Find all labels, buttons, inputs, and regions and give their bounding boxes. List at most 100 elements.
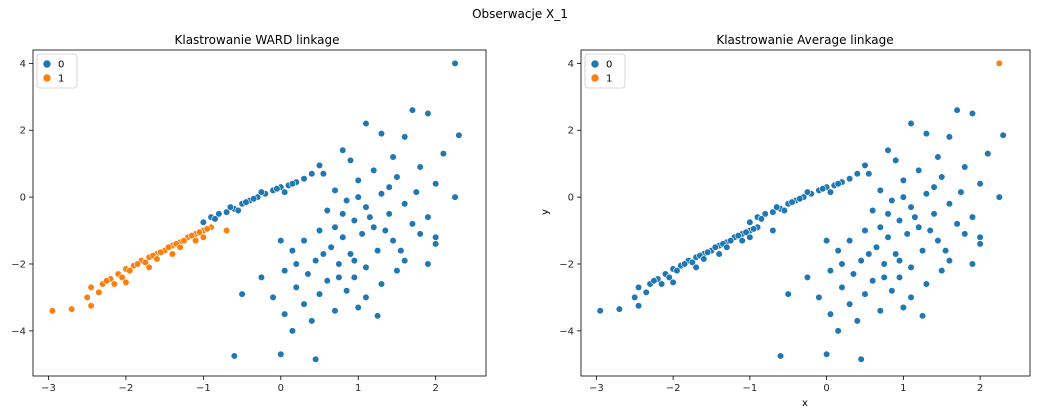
scatter-point-0 (335, 273, 343, 281)
x-tick-label: −2 (119, 383, 134, 394)
scatter-point-0 (331, 223, 339, 231)
scatter-point-0 (300, 175, 308, 183)
scatter-point-0 (451, 193, 459, 201)
scatter-point-0 (784, 290, 792, 298)
scatter-point-0 (439, 150, 448, 158)
scatter-point-0 (834, 247, 842, 255)
scatter-point-0 (922, 129, 930, 138)
scatter-point-1 (48, 307, 56, 315)
x-tick-label: 2 (432, 383, 438, 394)
scatter-point-0 (888, 287, 896, 295)
scatter-point-0 (319, 250, 327, 258)
scatter-point-0 (692, 263, 700, 271)
scatter-point-0 (899, 303, 907, 312)
legend-label-1: 1 (606, 74, 612, 85)
scatter-point-0 (308, 170, 316, 178)
scatter-point-1 (110, 280, 118, 288)
scatter-point-0 (226, 203, 235, 211)
scatter-point-0 (884, 146, 892, 154)
scatter-point-0 (880, 273, 888, 281)
scatter-point-0 (281, 310, 289, 318)
scatter-point-1 (995, 59, 1003, 67)
scatter-point-0 (769, 208, 777, 216)
scatter-point-0 (907, 203, 915, 211)
scatter-point-0 (634, 302, 643, 310)
scatter-point-1 (87, 302, 95, 310)
legend-label-0: 0 (58, 60, 64, 71)
scatter-point-0 (350, 273, 358, 281)
y-tick-label: 2 (20, 126, 26, 137)
scatter-point-0 (631, 293, 639, 302)
scatter-point-0 (300, 236, 308, 245)
scatter-point-1 (133, 260, 142, 268)
legend-box (584, 53, 626, 89)
y-tick-label: 2 (568, 126, 574, 137)
scatter-point-1 (195, 228, 204, 236)
scatter-point-0 (888, 196, 896, 205)
scatter-point-0 (416, 230, 424, 238)
x-tick-label: 1 (355, 383, 361, 394)
scatter-point-0 (343, 287, 351, 295)
scatter-point-0 (899, 176, 907, 184)
scatter-point-0 (455, 131, 463, 139)
scatter-point-0 (339, 146, 347, 154)
scatter-point-0 (968, 109, 977, 118)
x-tick-label: −3 (589, 383, 604, 394)
scatter-point-1 (203, 225, 211, 233)
scatter-point-0 (354, 303, 362, 312)
scatter-point-0 (238, 290, 246, 298)
scatter-point-0 (312, 257, 320, 265)
scatter-point-0 (362, 263, 370, 271)
scatter-point-0 (895, 273, 904, 281)
scatter-point-0 (424, 260, 432, 268)
scatter-point-0 (961, 230, 969, 238)
scatter-point-0 (323, 206, 331, 215)
scatter-point-0 (884, 210, 892, 218)
scatter-point-0 (281, 188, 289, 196)
scatter-point-0 (761, 210, 769, 218)
scatter-point-0 (861, 290, 869, 298)
scatter-point-0 (907, 293, 915, 302)
scatter-point-0 (408, 220, 417, 228)
scatter-point-0 (846, 175, 854, 183)
scatter-point-0 (222, 208, 231, 216)
scatter-point-0 (895, 257, 904, 265)
scatter-point-0 (362, 119, 370, 128)
scatter-point-0 (673, 267, 681, 275)
scatter-point-0 (880, 260, 888, 268)
y-tick-label: 4 (568, 59, 574, 70)
scatter-point-0 (876, 307, 884, 315)
scatter-point-0 (657, 280, 666, 288)
scatter-point-0 (230, 352, 238, 360)
scatter-point-0 (846, 300, 854, 308)
scatter-point-0 (727, 236, 735, 245)
scatter-point-0 (370, 223, 378, 231)
scatter-point-1 (102, 277, 111, 285)
scatter-point-0 (711, 243, 719, 251)
scatter-point-0 (780, 206, 788, 215)
scatter-point-0 (401, 257, 409, 265)
scatter-point-0 (234, 206, 242, 215)
scatter-point-0 (915, 223, 923, 231)
scatter-point-0 (961, 163, 969, 171)
scatter-point-1 (176, 243, 184, 251)
scatter-point-0 (250, 195, 258, 203)
scatter-point-0 (704, 248, 712, 256)
scatter-point-1 (157, 248, 165, 256)
scatter-point-1 (118, 273, 126, 281)
scatter-point-0 (432, 180, 440, 188)
scatter-point-0 (377, 129, 386, 138)
scatter-point-0 (945, 200, 954, 208)
scatter-point-1 (222, 226, 231, 235)
scatter-point-0 (385, 210, 393, 218)
scatter-point-1 (83, 293, 91, 302)
scatter-point-0 (288, 180, 297, 188)
scatter-point-0 (918, 312, 927, 320)
scatter-point-0 (615, 305, 623, 313)
scatter-point-0 (903, 230, 911, 238)
scatter-point-0 (838, 260, 846, 268)
scatter-point-0 (350, 257, 358, 265)
scatter-point-0 (861, 226, 869, 235)
scatter-point-0 (938, 173, 946, 181)
scatter-point-1 (95, 288, 103, 297)
